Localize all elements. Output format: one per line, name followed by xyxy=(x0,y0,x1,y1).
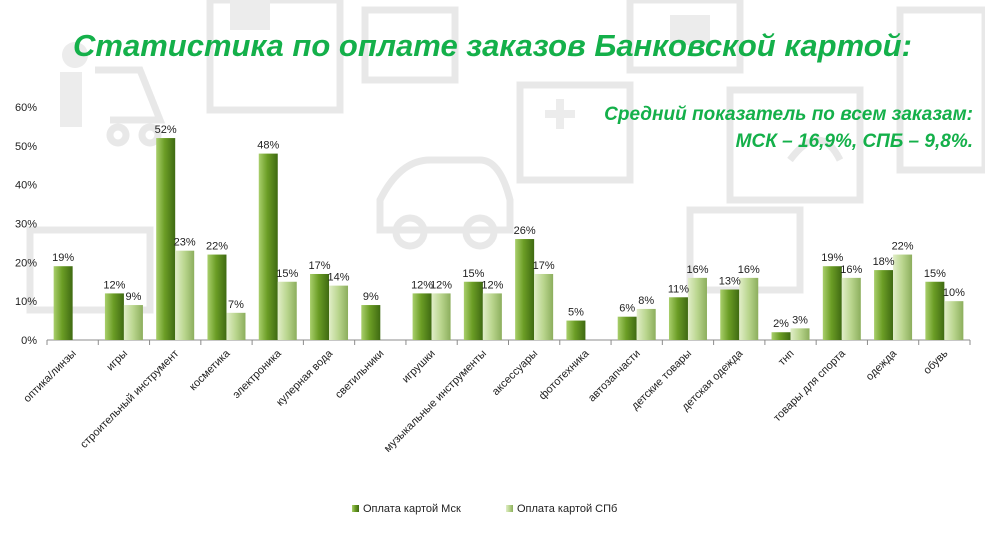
bar-msk xyxy=(566,320,586,340)
average-note-line-2: МСК – 16,9%, СПБ – 9,8%. xyxy=(735,131,973,152)
bar-spb xyxy=(636,308,656,340)
category-label: фототехника xyxy=(537,347,592,402)
bar-spb xyxy=(226,312,246,340)
bar-msk xyxy=(925,281,945,340)
y-tick-label: 30% xyxy=(15,219,37,231)
data-label: 16% xyxy=(686,264,708,276)
data-label: 13% xyxy=(719,276,741,288)
data-label: 3% xyxy=(792,314,808,326)
bar-msk xyxy=(412,293,432,340)
bar-msk xyxy=(463,281,483,340)
category-label: аксессуары xyxy=(490,348,540,398)
category-label: игры xyxy=(104,348,130,374)
data-label: 15% xyxy=(924,268,946,280)
bar-spb xyxy=(431,293,451,340)
category-label: музыкальные инструменты xyxy=(382,348,489,455)
bar-msk xyxy=(310,273,330,340)
y-tick-label: 20% xyxy=(15,257,37,269)
category-label: обувь xyxy=(921,347,950,376)
bar-spb xyxy=(944,301,964,340)
data-label: 15% xyxy=(276,268,298,280)
bar-spb xyxy=(277,281,297,340)
bar-msk xyxy=(668,297,688,340)
y-tick-label: 0% xyxy=(21,335,37,347)
y-tick-label: 50% xyxy=(15,141,37,153)
data-label: 9% xyxy=(363,291,379,303)
data-label: 7% xyxy=(228,299,244,311)
bar-spb xyxy=(739,277,759,340)
data-label: 5% xyxy=(568,307,584,319)
average-note-line-1: Средний показатель по всем заказам: xyxy=(604,104,973,125)
data-label: 2% xyxy=(773,318,789,330)
category-label: автозапчасти xyxy=(586,348,643,405)
category-label: светильники xyxy=(333,348,386,401)
category-label: одежда xyxy=(864,347,900,383)
bar-msk xyxy=(822,266,842,340)
data-label: 18% xyxy=(873,256,895,268)
data-label: 15% xyxy=(462,268,484,280)
data-label: 17% xyxy=(533,260,555,272)
category-label: оптика/линзы xyxy=(21,348,78,405)
bar-msk xyxy=(258,153,278,340)
bar-msk xyxy=(771,332,791,340)
data-label: 26% xyxy=(514,225,536,237)
data-label: 11% xyxy=(668,283,689,295)
bar-msk xyxy=(720,289,740,340)
data-label: 10% xyxy=(943,287,965,299)
bar-msk xyxy=(104,293,124,340)
data-label: 16% xyxy=(738,264,760,276)
bar-spb xyxy=(482,293,502,340)
bar-spb xyxy=(175,250,195,340)
category-label: электроника xyxy=(230,347,284,401)
data-label: 12% xyxy=(411,279,433,291)
bar-msk xyxy=(53,266,73,340)
data-label: 12% xyxy=(481,279,503,291)
legend-msk: Оплата картой Мск xyxy=(352,503,461,515)
category-label: игрушки xyxy=(400,348,438,386)
data-label: 22% xyxy=(206,241,228,253)
legend-swatch xyxy=(506,505,513,512)
data-label: 19% xyxy=(52,252,74,264)
bar-spb xyxy=(893,254,913,340)
y-tick-label: 10% xyxy=(15,296,37,308)
bar-msk xyxy=(156,138,176,340)
data-label: 12% xyxy=(430,279,452,291)
data-label: 17% xyxy=(309,260,331,272)
legend-label: Оплата картой СПб xyxy=(517,503,617,515)
bar-spb xyxy=(841,277,861,340)
legend-label: Оплата картой Мск xyxy=(363,503,461,515)
bar-spb xyxy=(123,305,143,340)
data-label: 8% xyxy=(638,295,654,307)
bar-msk xyxy=(874,270,894,340)
average-note: Средний показатель по всем заказам: МСК … xyxy=(604,101,973,155)
legend-spb: Оплата картой СПб xyxy=(506,503,617,515)
category-label: строительный инструмент xyxy=(78,348,181,451)
data-label: 22% xyxy=(892,241,914,253)
y-tick-label: 40% xyxy=(15,180,37,192)
bar-msk xyxy=(361,305,381,340)
data-label: 6% xyxy=(619,303,635,315)
data-label: 52% xyxy=(155,124,177,136)
data-label: 14% xyxy=(328,272,350,284)
legend-swatch xyxy=(352,505,359,512)
bar-msk xyxy=(617,316,637,340)
data-label: 48% xyxy=(257,140,279,152)
data-label: 16% xyxy=(840,264,862,276)
page-title: Статистика по оплате заказов Банковской … xyxy=(73,28,912,63)
bar-msk xyxy=(207,254,227,340)
category-label: косметика xyxy=(187,347,233,393)
data-label: 12% xyxy=(103,279,125,291)
bar-spb xyxy=(329,285,349,340)
bar-spb xyxy=(790,328,810,340)
data-label: 9% xyxy=(125,291,141,303)
data-label: 23% xyxy=(174,237,196,249)
bar-spb xyxy=(534,273,554,340)
category-label: тнп xyxy=(776,348,797,369)
bar-spb xyxy=(687,277,707,340)
bar-msk xyxy=(515,239,535,340)
y-tick-label: 60% xyxy=(15,102,37,114)
data-label: 19% xyxy=(821,252,843,264)
